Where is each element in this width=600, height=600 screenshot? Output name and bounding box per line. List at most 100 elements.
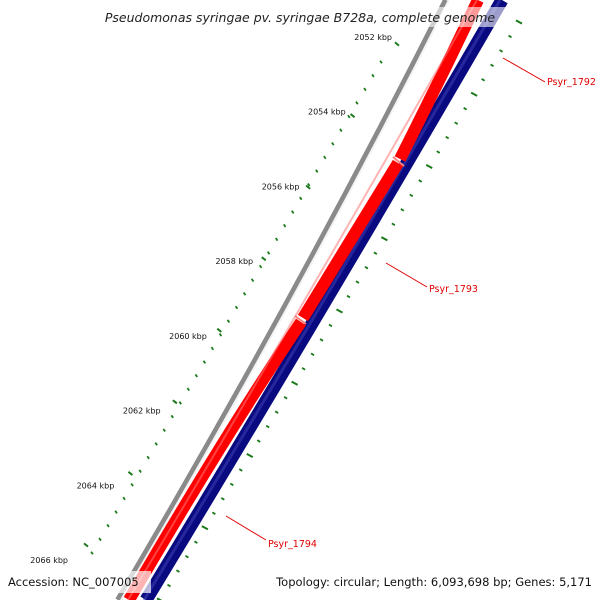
inner-tick bbox=[310, 352, 315, 357]
minor-tick bbox=[283, 223, 287, 228]
inner-tick bbox=[211, 511, 216, 515]
forward-strand-track bbox=[123, 0, 484, 600]
forward-cds-highlight bbox=[127, 0, 478, 600]
gene-labels: Psyr_1792 Psyr_1793 Psyr_1794 bbox=[225, 57, 596, 550]
gene-feature-psyr-1793 bbox=[297, 159, 404, 322]
inner-tick bbox=[380, 236, 388, 242]
inner-tick bbox=[409, 193, 414, 198]
minor-tick bbox=[194, 373, 199, 378]
inner-tick bbox=[291, 380, 299, 386]
inner-tick bbox=[481, 78, 486, 82]
minor-tick bbox=[307, 182, 311, 187]
minor-tick bbox=[347, 114, 351, 119]
inner-tick bbox=[346, 294, 351, 299]
inner-tick bbox=[238, 468, 243, 472]
minor-tick bbox=[154, 442, 158, 446]
inner-tick bbox=[220, 497, 225, 501]
minor-tick bbox=[250, 278, 255, 283]
tick-label: 2054 kbp bbox=[308, 108, 346, 117]
minor-tick bbox=[274, 237, 279, 242]
minor-tick bbox=[371, 73, 375, 78]
major-tick bbox=[394, 41, 400, 47]
major-tick bbox=[216, 327, 222, 333]
inner-tick bbox=[336, 308, 343, 314]
tick-label: 2056 kbp bbox=[262, 182, 300, 191]
title-backdrop bbox=[86, 7, 514, 27]
minor-tick bbox=[315, 169, 319, 173]
inner-tick bbox=[463, 107, 468, 111]
tick-label: 2060 kbp bbox=[169, 332, 207, 341]
minor-tick bbox=[114, 510, 118, 514]
backbone-highlight bbox=[120, 0, 450, 600]
minor-tick bbox=[323, 155, 327, 160]
major-tick bbox=[172, 399, 178, 405]
minor-tick bbox=[291, 210, 295, 214]
major-tick bbox=[83, 542, 89, 548]
minor-tick bbox=[162, 428, 166, 433]
inner-tick bbox=[425, 164, 433, 169]
major-tick bbox=[261, 256, 267, 262]
gene-label-psyr-1794: Psyr_1794 bbox=[268, 539, 317, 550]
reverse-cds-highlight bbox=[142, 0, 502, 600]
gene-boundary-marker bbox=[294, 315, 307, 325]
minor-tick bbox=[226, 319, 231, 323]
minor-tick bbox=[186, 387, 190, 392]
inner-tick bbox=[508, 34, 512, 39]
inner-tick bbox=[193, 540, 198, 544]
tick-label: 2058 kbp bbox=[215, 257, 253, 266]
accession-label: Accession: NC_007005 bbox=[8, 575, 139, 589]
minor-tick-marks bbox=[90, 60, 383, 555]
tick-label: 2052 kbp bbox=[354, 33, 392, 42]
gene-feature-psyr-1794 bbox=[123, 318, 306, 600]
inner-tick bbox=[265, 424, 270, 429]
minor-tick bbox=[146, 455, 150, 460]
inner-tick bbox=[391, 222, 396, 226]
reverse-strand-track bbox=[140, 0, 508, 600]
backbone-track bbox=[115, 0, 449, 600]
inner-tick bbox=[470, 91, 478, 97]
inner-tick bbox=[274, 410, 279, 414]
minor-tick bbox=[170, 414, 174, 419]
minor-tick bbox=[363, 87, 367, 92]
inner-tick bbox=[364, 265, 369, 270]
major-tick bbox=[127, 471, 134, 476]
inner-tick bbox=[283, 396, 288, 400]
genome-backbone bbox=[115, 0, 450, 600]
minor-tick bbox=[98, 537, 102, 542]
gene-boundary-marker bbox=[392, 156, 405, 167]
inner-tick bbox=[184, 554, 189, 559]
tick-label: 2062 kbp bbox=[123, 407, 161, 416]
minor-tick bbox=[130, 482, 134, 487]
inner-tick bbox=[436, 150, 441, 154]
minor-tick bbox=[242, 292, 247, 296]
minor-tick bbox=[178, 401, 182, 405]
minor-tick bbox=[258, 264, 263, 269]
major-tick-marks bbox=[83, 41, 400, 548]
inner-tick bbox=[156, 597, 163, 600]
inner-tick bbox=[167, 583, 171, 588]
minor-tick bbox=[234, 305, 239, 310]
gene-label-psyr-1792: Psyr_1792 bbox=[547, 77, 596, 88]
minor-tick bbox=[299, 196, 303, 201]
inner-tick bbox=[328, 323, 333, 328]
minor-tick bbox=[210, 346, 215, 351]
inner-tick bbox=[319, 338, 324, 342]
minor-tick bbox=[138, 469, 142, 473]
inner-tick-marks bbox=[156, 19, 523, 600]
genome-summary: Topology: circular; Length: 6,093,698 bp… bbox=[275, 575, 592, 589]
major-tick bbox=[349, 113, 356, 118]
minor-tick bbox=[122, 496, 126, 501]
inner-tick bbox=[515, 19, 523, 25]
inner-tick bbox=[400, 208, 405, 212]
inner-tick bbox=[418, 179, 423, 183]
minor-tick bbox=[339, 128, 343, 133]
inner-tick bbox=[201, 525, 209, 531]
inner-tick bbox=[454, 121, 459, 125]
minor-tick bbox=[106, 523, 110, 528]
inner-tick bbox=[490, 63, 495, 68]
inner-tick bbox=[229, 482, 234, 487]
map-title: Pseudomonas syringae pv. syringae B728a,… bbox=[105, 10, 496, 25]
minor-tick bbox=[218, 332, 223, 337]
footer-backdrop bbox=[4, 571, 151, 593]
